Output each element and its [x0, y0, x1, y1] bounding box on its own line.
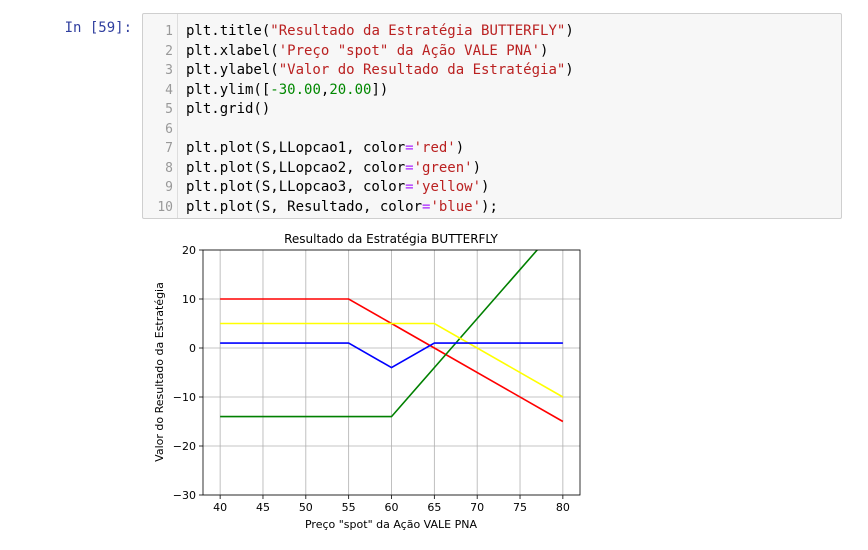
line-number: 2	[165, 43, 173, 59]
x-tick-label: 75	[513, 501, 527, 514]
gutter	[143, 14, 178, 218]
code-cell[interactable]: 1 plt.title("Resultado da Estratégia BUTT…	[142, 13, 842, 219]
line-number: 8	[165, 160, 173, 176]
line-number: 9	[165, 180, 173, 195]
line-number: 6	[165, 121, 173, 137]
plot-lines	[220, 250, 564, 423]
line-number: 10	[157, 199, 173, 215]
x-tick-label: 55	[342, 501, 356, 514]
series-line	[220, 322, 564, 398]
y-tick-label: 10	[182, 293, 196, 306]
x-tick-label: 80	[556, 501, 570, 514]
line-number: 1	[165, 24, 173, 39]
y-tick-label: −20	[173, 440, 196, 453]
x-tick-label: 45	[256, 501, 270, 514]
y-tick-label: 20	[182, 244, 196, 257]
y-tick-label: −10	[173, 391, 196, 404]
y-tick-label: 0	[189, 342, 196, 355]
series-line	[220, 250, 539, 418]
line-number: 4	[165, 82, 173, 98]
y-axis-label: Valor do Resultado da Estratégia	[153, 282, 166, 462]
code-line: plt.title("Resultado da Estratégia BUTTE…	[186, 23, 574, 39]
x-axis-label: Preço "spot" da Ação VALE PNA	[305, 518, 477, 531]
line-number: 7	[165, 141, 173, 156]
x-tick-label: 40	[213, 501, 227, 514]
x-tick-label: 65	[427, 501, 441, 514]
code-line: plt.grid()	[186, 101, 271, 117]
code-line: plt.plot(S,LLopcao1, color='red')	[186, 140, 465, 156]
line-number: 5	[165, 102, 173, 117]
code-line: plt.ylabel("Valor do Resultado da Estrat…	[186, 62, 574, 78]
code-line: plt.xlabel('Preço "spot" da Ação VALE PN…	[186, 42, 549, 59]
code-line: plt.plot(S, Resultado, color='blue');	[186, 198, 498, 215]
plot-frame	[202, 249, 581, 496]
code-line: plt.plot(S,LLopcao3, color='yellow')	[186, 179, 490, 195]
x-tick-label: 50	[299, 501, 313, 514]
code-line: plt.plot(S,LLopcao2, color='green')	[186, 159, 482, 176]
x-tick-label: 70	[470, 501, 484, 514]
chart-title: Resultado da Estratégia BUTTERFLY	[284, 232, 498, 246]
cell-prompt: In [59]:	[64, 20, 132, 36]
line-number: 3	[165, 63, 173, 78]
series-line	[220, 342, 563, 369]
y-tick-label: −30	[173, 489, 196, 502]
x-tick-label: 60	[385, 501, 399, 514]
code-line: plt.ylim([-30.00,20.00])	[186, 81, 389, 98]
